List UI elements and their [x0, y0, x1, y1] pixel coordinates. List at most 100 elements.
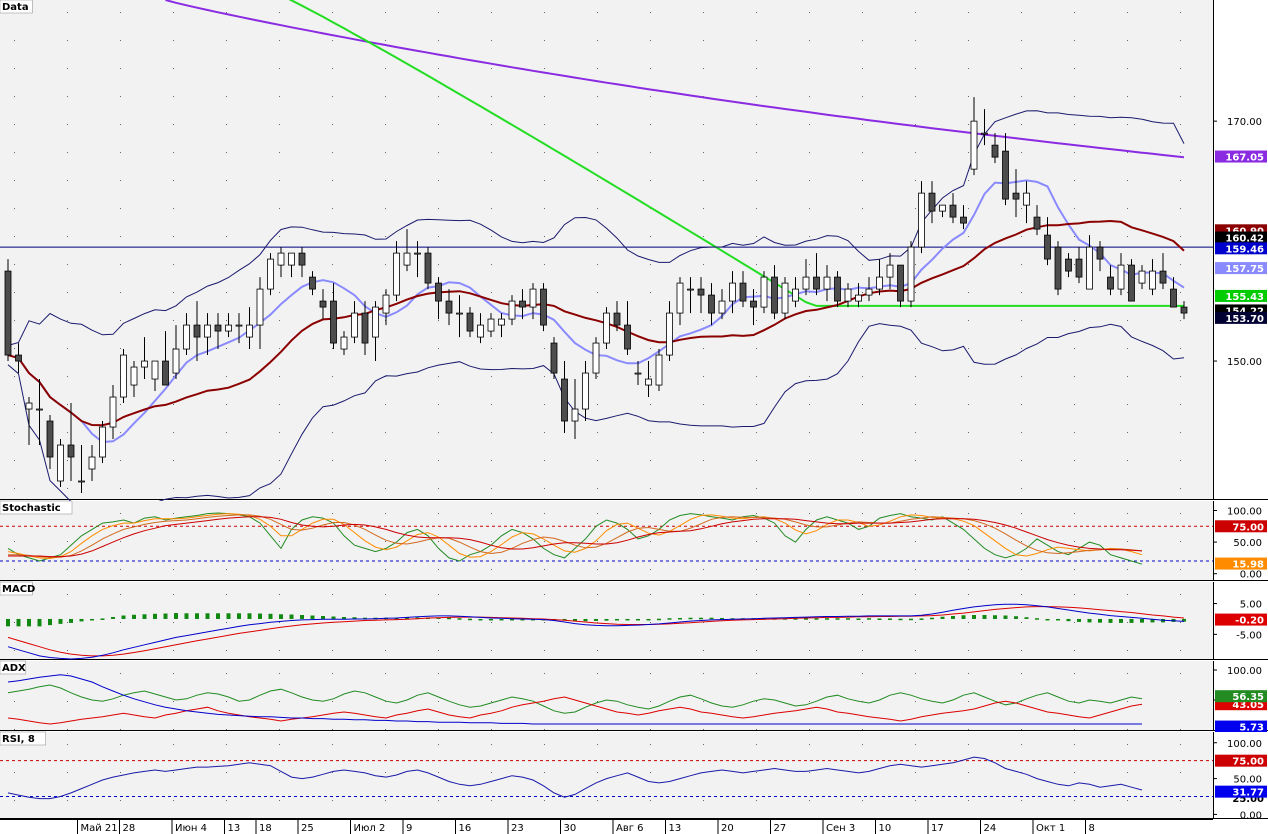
- candle[interactable]: [36, 379, 43, 446]
- candle[interactable]: [57, 439, 64, 488]
- candle[interactable]: [246, 307, 253, 350]
- candle[interactable]: [1044, 217, 1051, 266]
- candle[interactable]: [1086, 235, 1093, 290]
- candle[interactable]: [1170, 277, 1177, 308]
- candle[interactable]: [813, 253, 820, 296]
- candle[interactable]: [750, 289, 757, 326]
- candle[interactable]: [760, 271, 768, 314]
- candle[interactable]: [435, 277, 442, 320]
- candle[interactable]: [172, 325, 180, 380]
- candle[interactable]: [624, 301, 631, 356]
- candle[interactable]: [46, 415, 54, 470]
- candle[interactable]: [1138, 265, 1146, 290]
- candle[interactable]: [445, 289, 453, 326]
- candle[interactable]: [424, 247, 432, 290]
- candle[interactable]: [235, 313, 243, 344]
- candle[interactable]: [466, 307, 474, 338]
- candle[interactable]: [256, 277, 264, 350]
- candle[interactable]: [277, 247, 285, 278]
- plot-area[interactable]: [0, 0, 1213, 499]
- candle[interactable]: [162, 331, 169, 386]
- candle[interactable]: [708, 283, 715, 326]
- candle[interactable]: [697, 277, 705, 314]
- candle[interactable]: [739, 271, 747, 308]
- candle[interactable]: [309, 271, 316, 296]
- candle[interactable]: [183, 313, 190, 356]
- candle[interactable]: [540, 283, 547, 332]
- candle[interactable]: [1065, 253, 1072, 278]
- candle[interactable]: [781, 277, 789, 320]
- candle[interactable]: [729, 271, 736, 314]
- candle[interactable]: [151, 360, 159, 392]
- candle[interactable]: [214, 313, 222, 350]
- candle[interactable]: [771, 265, 778, 320]
- candle[interactable]: [204, 313, 211, 356]
- candle[interactable]: [991, 133, 999, 164]
- candle[interactable]: [529, 283, 537, 320]
- candle[interactable]: [225, 313, 232, 338]
- candle[interactable]: [645, 361, 652, 398]
- candle[interactable]: [508, 295, 516, 326]
- candle[interactable]: [414, 241, 421, 278]
- plot-area[interactable]: [0, 661, 1213, 730]
- candle[interactable]: [928, 181, 936, 224]
- candle[interactable]: [109, 385, 117, 440]
- candle[interactable]: [918, 181, 925, 254]
- candle[interactable]: [351, 301, 358, 344]
- candle[interactable]: [4, 259, 12, 362]
- candle[interactable]: [78, 445, 85, 494]
- candle[interactable]: [571, 379, 579, 440]
- candle[interactable]: [823, 265, 831, 302]
- candle[interactable]: [403, 229, 411, 272]
- candle[interactable]: [1023, 181, 1030, 224]
- candle[interactable]: [361, 301, 369, 356]
- candle[interactable]: [687, 277, 694, 314]
- candle[interactable]: [1054, 241, 1062, 296]
- candle[interactable]: [939, 204, 946, 218]
- candle[interactable]: [802, 259, 810, 296]
- candle[interactable]: [561, 361, 568, 434]
- candle[interactable]: [592, 337, 600, 380]
- candle[interactable]: [792, 277, 799, 308]
- candle[interactable]: [855, 283, 862, 308]
- candle[interactable]: [960, 205, 967, 230]
- candle[interactable]: [1002, 133, 1009, 206]
- candle[interactable]: [193, 301, 201, 362]
- candle[interactable]: [15, 343, 22, 374]
- candle[interactable]: [1075, 247, 1083, 284]
- candle[interactable]: [634, 361, 642, 386]
- candle[interactable]: [120, 349, 127, 404]
- candle[interactable]: [834, 271, 841, 308]
- candle[interactable]: [88, 445, 96, 482]
- candle[interactable]: [340, 331, 348, 356]
- candle[interactable]: [298, 247, 306, 278]
- candle[interactable]: [844, 283, 852, 308]
- candle[interactable]: [886, 253, 894, 290]
- candle[interactable]: [487, 313, 495, 338]
- candle[interactable]: [865, 277, 873, 302]
- candle[interactable]: [1117, 253, 1125, 296]
- candle[interactable]: [1180, 301, 1188, 320]
- candle[interactable]: [1149, 259, 1156, 296]
- candle[interactable]: [25, 397, 33, 446]
- candle[interactable]: [393, 241, 400, 302]
- candle[interactable]: [288, 252, 295, 278]
- candle[interactable]: [1107, 265, 1114, 296]
- candle[interactable]: [666, 301, 673, 362]
- candle[interactable]: [477, 313, 484, 344]
- candle[interactable]: [897, 264, 904, 308]
- candle[interactable]: [1159, 253, 1167, 290]
- plot-area[interactable]: [0, 732, 1213, 818]
- candle[interactable]: [981, 109, 988, 146]
- candle[interactable]: [67, 403, 75, 482]
- candle[interactable]: [456, 295, 463, 338]
- candle[interactable]: [907, 241, 915, 308]
- candle[interactable]: [1033, 205, 1041, 236]
- candle[interactable]: [1096, 241, 1104, 272]
- candle[interactable]: [655, 349, 663, 392]
- candle[interactable]: [130, 361, 138, 398]
- candle[interactable]: [330, 283, 337, 350]
- plot-area[interactable]: [0, 501, 1213, 580]
- candle[interactable]: [949, 193, 957, 224]
